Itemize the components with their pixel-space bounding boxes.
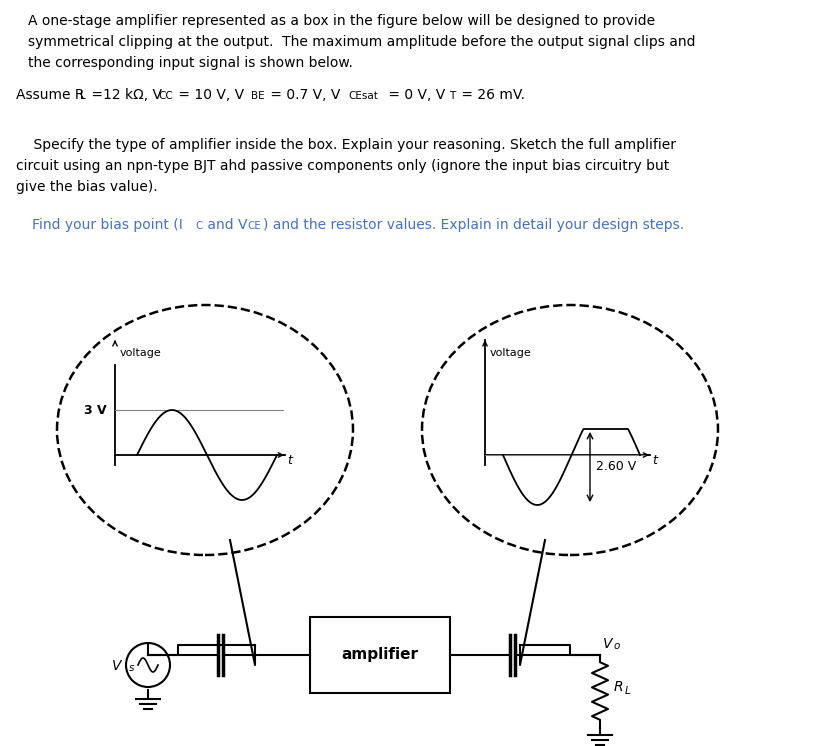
Text: Assume R: Assume R xyxy=(16,88,85,102)
Text: CC: CC xyxy=(158,91,172,101)
Text: A one-stage amplifier represented as a box in the figure below will be designed : A one-stage amplifier represented as a b… xyxy=(28,14,655,28)
Text: Find your bias point (I: Find your bias point (I xyxy=(32,218,183,232)
Text: CEsat: CEsat xyxy=(348,91,378,101)
Text: V: V xyxy=(603,637,612,651)
Bar xyxy=(310,617,450,693)
Text: L: L xyxy=(80,91,85,101)
Text: and V: and V xyxy=(203,218,247,232)
Text: = 0 V, V: = 0 V, V xyxy=(384,88,445,102)
Text: ) and the resistor values. Explain in detail your design steps.: ) and the resistor values. Explain in de… xyxy=(263,218,684,232)
Text: give the bias value).: give the bias value). xyxy=(16,180,158,194)
Text: L: L xyxy=(625,686,631,696)
Text: =12 kΩ, V: =12 kΩ, V xyxy=(87,88,162,102)
Text: voltage: voltage xyxy=(120,348,162,358)
Text: V: V xyxy=(112,659,121,673)
Text: the corresponding input signal is shown below.: the corresponding input signal is shown … xyxy=(28,56,353,70)
Text: BE: BE xyxy=(251,91,264,101)
Text: 2.60 V: 2.60 V xyxy=(596,460,636,474)
Text: voltage: voltage xyxy=(490,348,532,358)
Text: Specify the type of amplifier inside the box. Explain your reasoning. Sketch the: Specify the type of amplifier inside the… xyxy=(16,138,676,152)
Text: t: t xyxy=(287,454,292,466)
Text: CE: CE xyxy=(247,221,261,231)
Text: t: t xyxy=(652,454,657,466)
Text: symmetrical clipping at the output.  The maximum amplitude before the output sig: symmetrical clipping at the output. The … xyxy=(28,35,695,49)
Text: = 10 V, V: = 10 V, V xyxy=(174,88,244,102)
Text: C: C xyxy=(195,221,202,231)
Text: o: o xyxy=(614,641,621,651)
Text: circuit using an npn-type BJT ahd passive components only (ignore the input bias: circuit using an npn-type BJT ahd passiv… xyxy=(16,159,669,173)
Text: s: s xyxy=(129,663,135,673)
Text: = 26 mV.: = 26 mV. xyxy=(457,88,525,102)
Text: 3 V: 3 V xyxy=(85,404,107,416)
Text: amplifier: amplifier xyxy=(342,648,419,662)
Text: = 0.7 V, V: = 0.7 V, V xyxy=(266,88,341,102)
Text: R: R xyxy=(614,680,624,694)
Text: T: T xyxy=(449,91,456,101)
